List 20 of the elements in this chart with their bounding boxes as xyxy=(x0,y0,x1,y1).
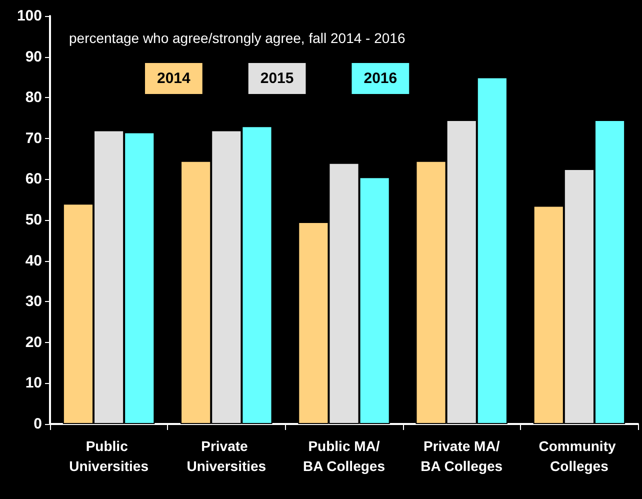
x-tick-label: Private MA/BA Colleges xyxy=(420,438,503,474)
text: 2015 xyxy=(260,70,294,87)
y-tick-label: 90 xyxy=(25,48,42,66)
y-tick-label: 20 xyxy=(25,334,42,351)
text: 2014 xyxy=(157,70,192,87)
y-tick-label: 70 xyxy=(25,130,42,147)
x-tick-label: Community Colleges xyxy=(538,438,620,474)
y-tick-label: 60 xyxy=(25,170,42,188)
y-tick-label: 40 xyxy=(25,252,42,270)
y-tick-label: 50 xyxy=(25,212,42,228)
text: 2016 xyxy=(364,70,398,87)
x-tick-label: Public MA/BA Colleges xyxy=(303,438,386,474)
y-tick-label: 0 xyxy=(34,416,42,432)
x-tick-label: Private Universities xyxy=(186,438,266,474)
y-tick-label: 10 xyxy=(25,374,42,392)
y-tick-label: 100 xyxy=(16,8,42,24)
y-tick-label: 80 xyxy=(25,89,42,106)
text: percentage who agree/strongly agree, fall 2014 - 2016 xyxy=(69,30,406,46)
y-tick-label: 30 xyxy=(25,293,42,310)
x-tick-label: Public Universities xyxy=(69,438,149,474)
